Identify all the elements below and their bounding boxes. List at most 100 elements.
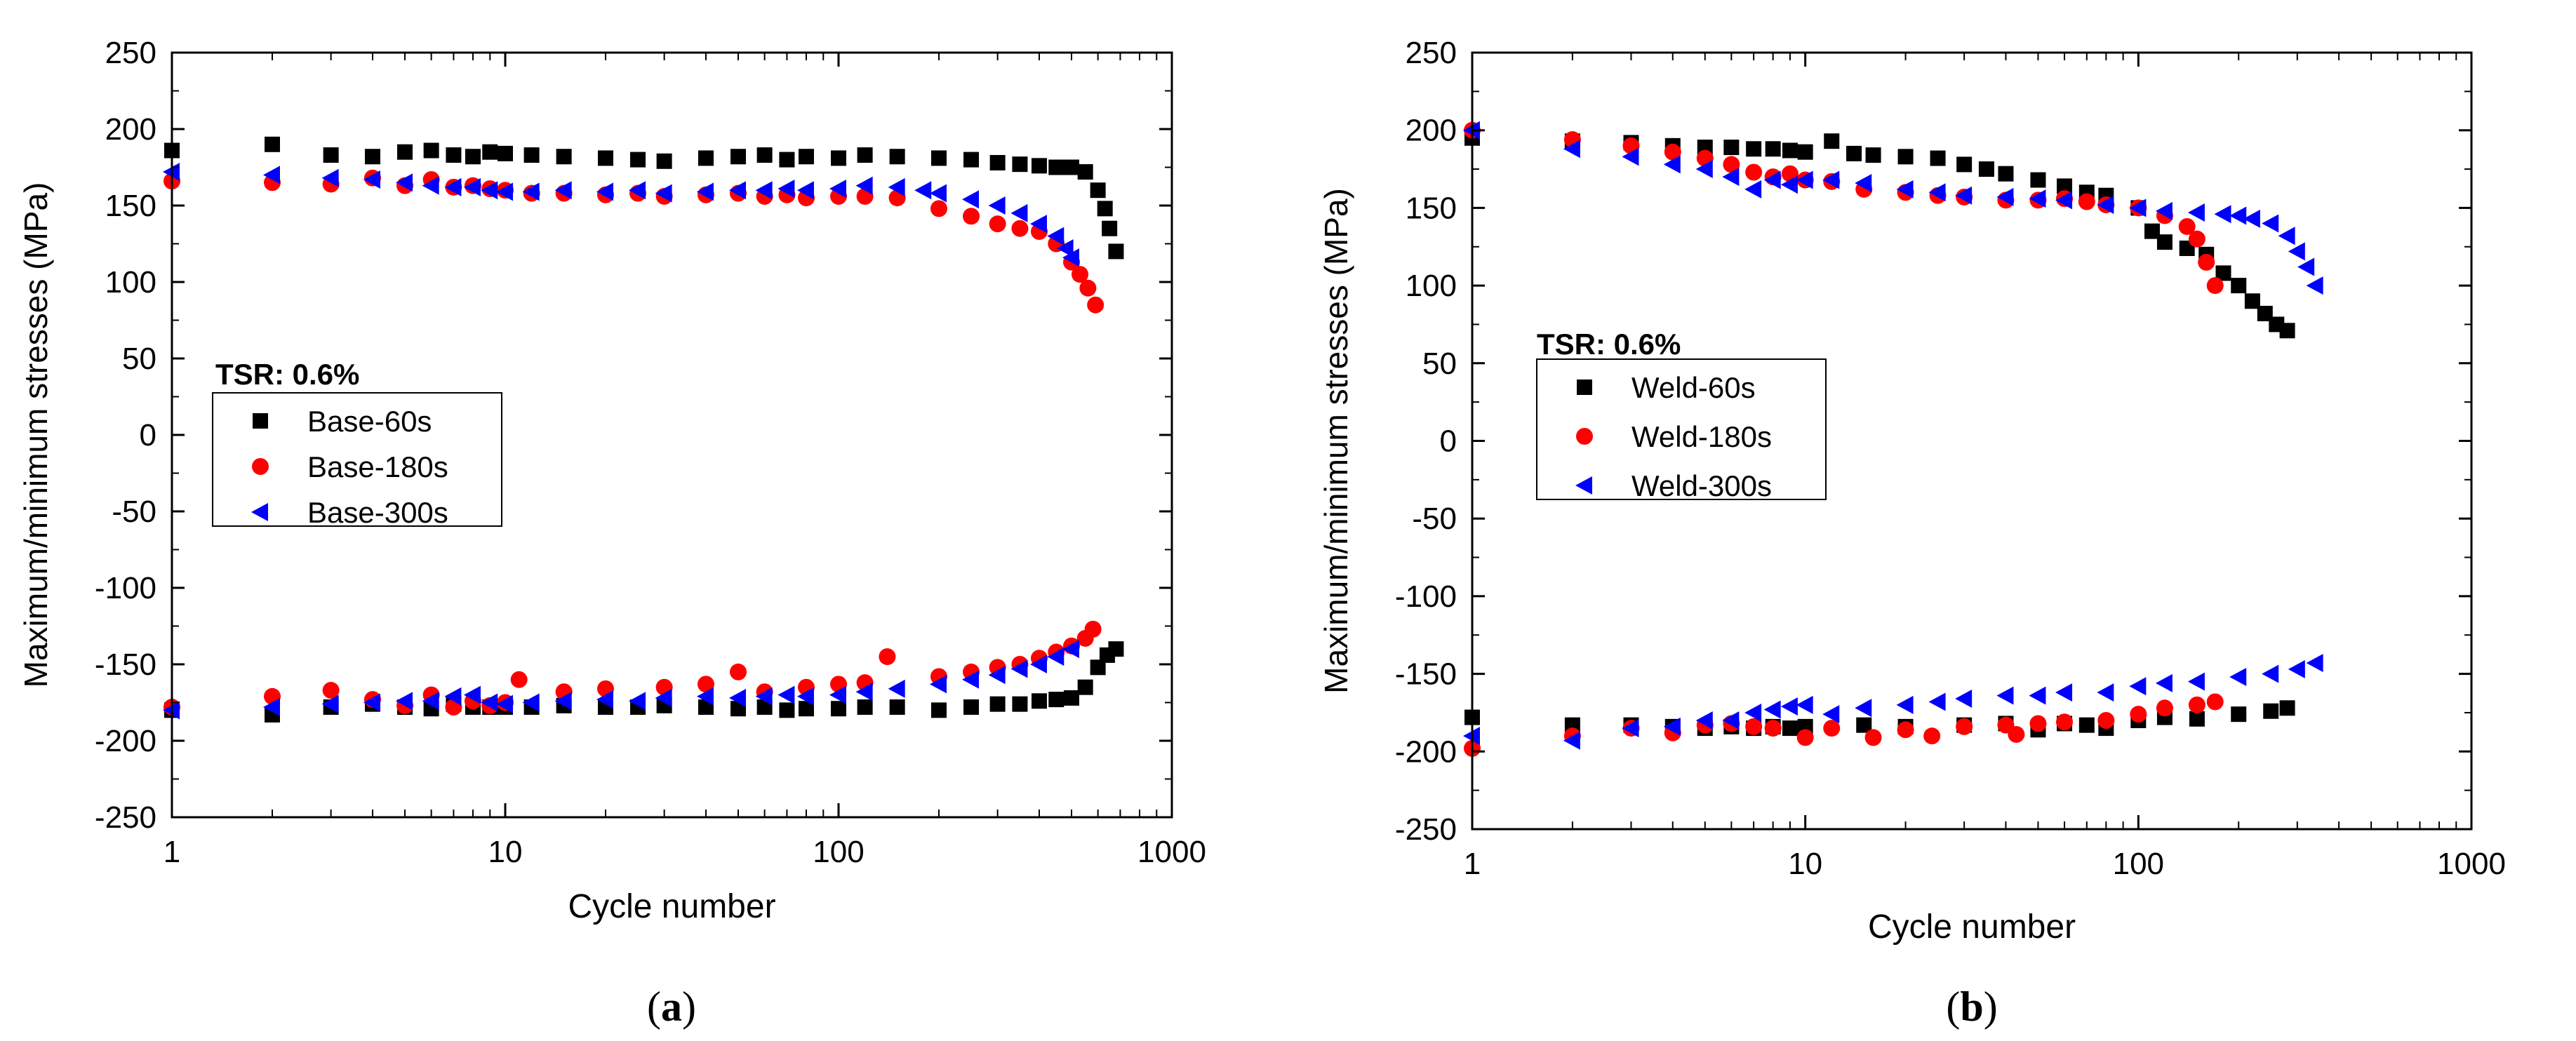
subfigure-label-part: ( [647,983,661,1030]
data-point [929,675,947,694]
data-point [1996,686,2014,705]
data-point [2130,706,2147,723]
data-point [1930,150,1946,166]
data-point [730,663,747,680]
data-point [481,181,498,200]
data-point [1072,266,1089,283]
data-point [1928,183,1946,202]
x-tick-label: 1000 [2437,847,2506,881]
data-point [2030,172,2046,188]
data-point [798,149,814,165]
x-tick-label: 100 [2113,847,2164,881]
data-point [2263,703,2279,719]
data-point [629,692,646,711]
data-point [2188,230,2205,248]
data-point [629,181,646,200]
data-point [2178,217,2196,235]
data-point [496,694,513,713]
y-tick-label: -200 [1395,734,1457,769]
data-point [2155,673,2173,692]
legend-marker-base-60s [253,413,268,429]
data-point [655,688,672,707]
legend-label-weld-180s: Weld-180s [1631,420,1772,453]
data-point [855,683,873,701]
y-tick-label: -50 [1412,502,1457,536]
data-point [929,184,947,203]
y-tick-label: -250 [1395,812,1457,847]
data-point [989,215,1006,233]
data-point [1782,720,1798,737]
data-point [2306,276,2323,295]
data-point [1097,201,1113,217]
data-point [396,692,413,711]
legend-label-base-180s: Base-180s [307,450,448,483]
data-point [729,688,747,707]
y-tick-label: -200 [95,724,156,758]
data-point [2008,725,2025,743]
data-point [729,181,747,200]
data-point [2288,242,2305,261]
data-point [2029,686,2046,705]
data-point [656,153,672,169]
data-point [1062,248,1080,267]
legend-marker-weld-180s [1576,428,1593,445]
x-tick-label: 1000 [1137,835,1206,869]
series-base-300s [163,163,1080,720]
data-point [1780,175,1798,194]
data-point [1056,239,1074,258]
y-tick-label: -150 [1395,657,1457,692]
data-point [988,196,1006,215]
x-tick-label: 1 [1464,847,1481,881]
data-point [1012,156,1028,173]
data-point [696,687,714,706]
data-point [2078,717,2095,733]
y-tick-label: 150 [1406,191,1457,225]
data-point [1923,727,1941,745]
x-axis-title: Cycle number [1868,908,2076,946]
data-point [2206,277,2224,295]
data-point [796,687,814,706]
data-point [1856,717,1872,733]
data-point [446,147,462,163]
data-point [1077,679,1093,695]
data-point [2306,654,2323,673]
data-point [1846,145,1862,161]
data-point [1695,711,1713,730]
data-point [1563,731,1580,750]
data-point [1563,140,1580,159]
data-point [888,177,905,196]
data-point [2262,664,2279,683]
y-tick-label: 250 [1406,36,1457,70]
data-point [857,147,873,163]
data-point [1664,143,1681,161]
y-tick-label: 100 [105,265,156,300]
data-point [1956,718,1973,735]
legend: Weld-60s Weld-180s Weld-300s [1536,358,1827,502]
data-point [496,182,513,201]
data-point [1824,133,1840,149]
subfigure-label: (b) [1946,983,1997,1030]
data-point [444,177,462,196]
data-point [2188,696,2205,713]
data-point [1011,220,1029,237]
legend-label-weld-60s: Weld-60s [1631,371,1756,404]
data-point [988,666,1006,685]
data-point [554,692,572,711]
subfigure-label-part: ( [1946,983,1960,1030]
data-point [1012,696,1028,712]
data-point [422,176,439,195]
data-point [481,693,498,712]
data-point [2097,195,2114,214]
data-point [831,701,846,717]
data-point [396,173,413,192]
data-point [888,679,905,698]
data-point [1897,149,1914,165]
data-point [2129,677,2147,696]
data-point [855,176,873,195]
data-point [2244,293,2260,309]
data-point [962,670,980,689]
data-point [630,152,646,168]
data-point [2278,227,2295,246]
data-point [1031,693,1047,709]
data-point [463,177,481,196]
